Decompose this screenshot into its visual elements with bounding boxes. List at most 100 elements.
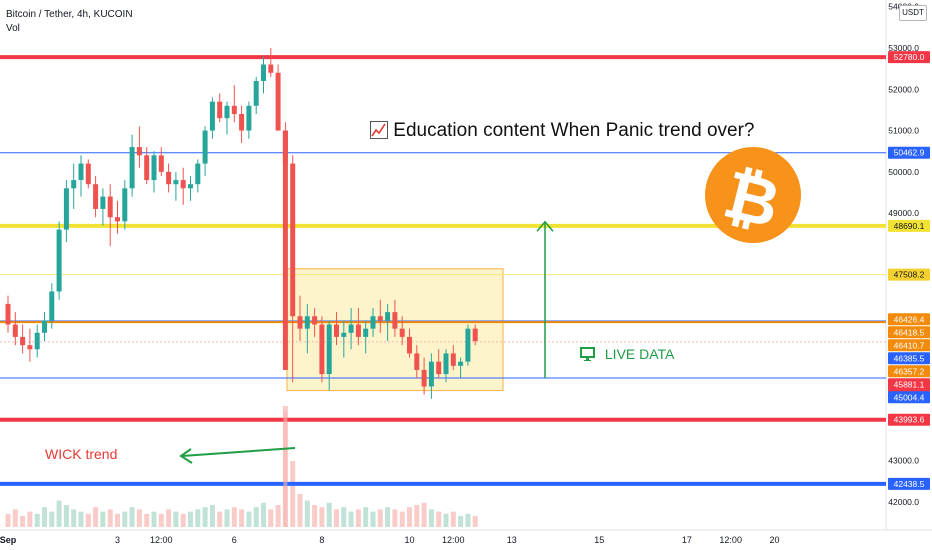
symbol-title: Bitcoin / Tether, 4h, KUCOIN (6, 9, 133, 20)
price-tick-label: 53000.0 (888, 43, 919, 53)
candle-body (312, 316, 318, 325)
candle-body (107, 196, 113, 218)
candle-body (290, 163, 296, 317)
candle-body (231, 105, 237, 115)
chart-increasing-icon (370, 120, 393, 141)
volume-bar (341, 507, 347, 527)
volume-bar (261, 502, 266, 527)
volume-bar (63, 505, 69, 527)
volume-bar (188, 511, 193, 527)
level-price-tag[interactable] (888, 352, 930, 365)
volume-bar (71, 509, 77, 527)
level-price-label: 46418.5 (894, 327, 925, 337)
candle-body (71, 180, 77, 189)
price-tick-label: 51000.0 (888, 126, 919, 136)
volume-bar (27, 511, 33, 527)
candle-body (326, 324, 332, 375)
level-price-tag[interactable] (888, 413, 930, 426)
level-price-tag[interactable] (888, 477, 930, 490)
volume-bar (246, 511, 252, 527)
candle-body (188, 184, 193, 189)
volume-bar (239, 509, 245, 527)
time-tick-label: 3 (115, 535, 120, 545)
volume-bar (56, 500, 62, 527)
candle-body (5, 303, 11, 325)
volume-bar (12, 509, 18, 527)
volume-bar (334, 509, 339, 527)
time-tick-label: Sep (0, 535, 17, 545)
live-data-text: LIVE DATA (604, 346, 675, 362)
level-price-tag[interactable] (888, 268, 930, 281)
level-price-tag[interactable] (888, 313, 930, 326)
volume-bar (136, 509, 142, 527)
currency-badge[interactable]: USDT (899, 5, 927, 21)
candle-body (129, 147, 135, 189)
volume-bar (428, 509, 434, 527)
time-tick-label: 13 (507, 535, 517, 545)
candle-body (158, 155, 164, 172)
candle-body (355, 324, 361, 337)
candle-body (348, 324, 354, 333)
level-price-label: 46426.4 (894, 314, 925, 324)
candle-body (93, 184, 99, 209)
candle-body (472, 328, 478, 342)
volume-bar (414, 505, 420, 527)
candle-body (173, 180, 179, 185)
volume-bar (122, 511, 128, 527)
level-price-label: 42438.5 (894, 479, 925, 489)
volume-bar (42, 507, 47, 527)
candle-body (100, 196, 106, 209)
candle-body (385, 312, 391, 321)
volume-bar (290, 461, 296, 527)
candle-body (363, 328, 369, 337)
volume-bar (166, 509, 172, 527)
level-price-tag[interactable] (888, 391, 930, 404)
candle-body (304, 316, 310, 329)
level-price-label: 46410.7 (894, 340, 925, 350)
candle-body (209, 101, 215, 131)
candle-body (122, 188, 128, 222)
level-price-label: 50462.9 (894, 148, 925, 158)
wick-trend-arrow-head (179, 448, 193, 464)
volume-bar (443, 513, 449, 527)
live-data-annotation: LIVE DATA (580, 346, 674, 362)
volume-bar (392, 509, 398, 527)
candle-body (224, 105, 230, 119)
volume-bar (100, 511, 106, 527)
level-price-tag[interactable] (888, 339, 930, 352)
candle-body (20, 336, 26, 346)
candle-body (144, 155, 150, 181)
candle-body (12, 324, 18, 337)
volume-bar (195, 509, 201, 527)
candle-body (319, 324, 325, 375)
candle-body (261, 64, 266, 82)
level-price-label: 45881.1 (894, 379, 925, 389)
candle-body (377, 316, 383, 321)
price-tick-label: 50000.0 (888, 167, 919, 177)
level-price-label: 48690.1 (894, 221, 925, 231)
volume-bar (34, 513, 40, 527)
candle-body (166, 171, 172, 185)
candle-body (27, 345, 33, 350)
crash-candle (282, 130, 288, 370)
volume-bar (129, 507, 135, 527)
volume-bar (49, 511, 55, 527)
price-tick-label: 43000.0 (888, 456, 919, 466)
candle-body (63, 188, 69, 230)
level-price-tag[interactable] (888, 365, 930, 378)
level-price-tag[interactable] (888, 326, 930, 339)
volume-bar (224, 509, 230, 527)
candle-body (450, 353, 456, 366)
level-price-tag[interactable] (888, 146, 930, 159)
volume-bar (180, 513, 186, 527)
level-price-tag[interactable] (888, 51, 930, 64)
level-price-label: 45004.4 (894, 392, 925, 402)
volume-bar (78, 511, 84, 527)
bitcoin-logo-icon (705, 147, 801, 243)
candle-body (334, 324, 339, 337)
time-tick-label: 6 (232, 535, 237, 545)
candle-body (246, 105, 252, 131)
candle-body (136, 147, 142, 156)
level-price-tag[interactable] (888, 219, 930, 232)
